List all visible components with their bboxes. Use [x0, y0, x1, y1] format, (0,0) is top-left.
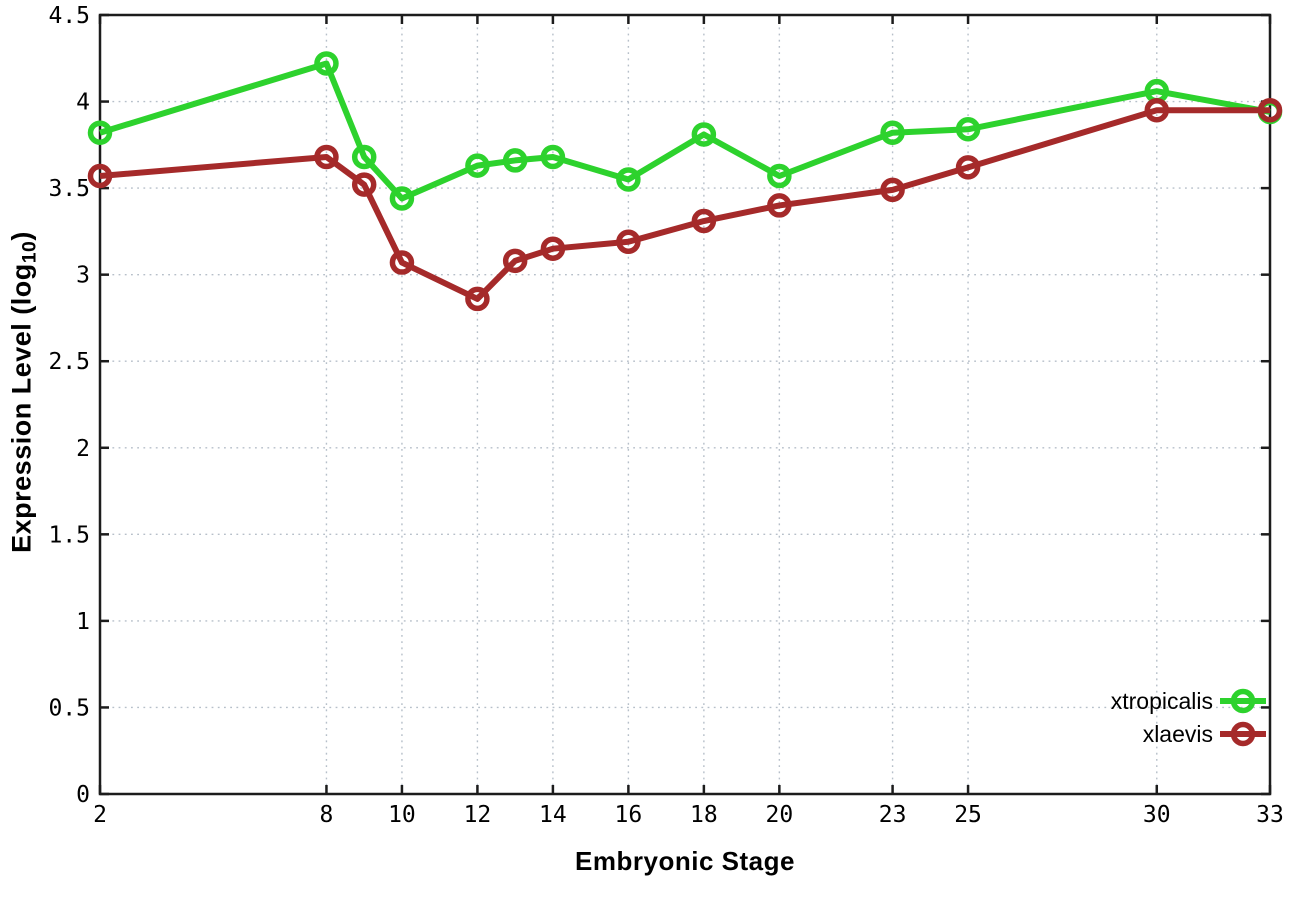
legend-entry-xlaevis: xlaevis: [1143, 721, 1266, 747]
data-point-marker-xtropicalis: [314, 51, 339, 76]
legend-entry-xtropicalis: xtropicalis: [1111, 688, 1266, 714]
y-tick-label: 1: [76, 609, 90, 635]
y-axis-title: Expression Level (log10): [7, 231, 42, 553]
series-xlaevis: [87, 97, 1283, 312]
data-point-marker-xlaevis: [540, 236, 566, 261]
data-point-marker-xtropicalis: [351, 144, 377, 170]
x-tick-label: 33: [1256, 802, 1284, 828]
x-tick-label: 10: [388, 802, 416, 828]
data-point-marker-xlaevis: [502, 248, 528, 274]
plot-border: [98, 13, 1272, 796]
data-point-marker-xlaevis: [465, 286, 490, 312]
data-point-marker-xlaevis: [767, 193, 792, 218]
data-point-marker-xtropicalis: [880, 120, 905, 145]
data-point-marker-xlaevis: [1144, 97, 1170, 123]
legend-marker-icon: [1230, 721, 1256, 747]
y-axis-title-text: Expression Level (log: [6, 263, 37, 553]
data-point-marker-xlaevis: [955, 155, 981, 180]
legend-label: xlaevis: [1143, 721, 1213, 747]
tick-labels-layer: 2 8 10 12 14 16 18 20 23 25 30 33 0 0.5 1 1.5 2 2.5 3 3.5 4 4…: [48, 3, 1283, 828]
data-point-marker-xtropicalis: [767, 163, 792, 189]
legend-label: xtropicalis: [1111, 688, 1213, 714]
x-tick-label: 2: [93, 802, 107, 828]
y-tick-label: 2.5: [48, 349, 90, 375]
y-axis-title-suffix: ): [6, 231, 37, 241]
data-point-marker-xlaevis: [314, 144, 339, 170]
y-tick-label: 2: [76, 436, 90, 462]
y-tick-label: 3: [76, 263, 90, 289]
legend-marker-icon: [1230, 688, 1256, 714]
y-axis-title-subscript: 10: [18, 240, 41, 264]
x-axis-title: Embryonic Stage: [575, 846, 795, 876]
data-point-marker-xtropicalis: [502, 148, 528, 173]
data-point-marker-xlaevis: [1257, 97, 1283, 123]
data-point-marker-xlaevis: [616, 229, 641, 255]
y-tick-label: 0: [76, 782, 90, 808]
grid-layer: [100, 15, 1270, 794]
data-point-marker-xtropicalis: [389, 186, 415, 211]
y-tick-label: 1.5: [48, 522, 90, 548]
legend: xtropicalis xlaevis: [1111, 688, 1266, 747]
y-tick-label: 0.5: [48, 695, 90, 721]
x-tick-label: 16: [615, 802, 643, 828]
x-tick-label: 18: [690, 802, 718, 828]
data-point-marker-xtropicalis: [465, 153, 490, 178]
x-tick-label: 23: [879, 802, 907, 828]
data-point-marker-xlaevis: [389, 250, 415, 275]
x-tick-label: 30: [1143, 802, 1171, 828]
x-tick-label: 20: [766, 802, 794, 828]
data-point-marker-xlaevis: [87, 163, 113, 189]
data-point-marker-xlaevis: [691, 208, 717, 234]
x-tick-label: 25: [954, 802, 982, 828]
x-tick-label: 8: [320, 802, 334, 828]
data-point-marker-xtropicalis: [691, 122, 717, 147]
series-xtropicalis: [87, 51, 1283, 211]
y-tick-label: 3.5: [48, 176, 90, 202]
y-tick-label: 4.5: [48, 3, 90, 29]
data-point-marker-xtropicalis: [87, 120, 113, 145]
series-line-xlaevis: [99, 107, 1270, 302]
y-tick-label: 4: [76, 90, 90, 116]
data-point-marker-xtropicalis: [955, 117, 981, 142]
x-tick-label: 14: [539, 802, 567, 828]
data-point-marker-xlaevis: [351, 172, 377, 197]
x-tick-label: 12: [464, 802, 492, 828]
data-point-marker-xtropicalis: [616, 167, 641, 192]
data-point-marker-xlaevis: [880, 177, 905, 203]
axes-layer: [98, 13, 1272, 796]
data-point-marker-xtropicalis: [540, 144, 566, 170]
